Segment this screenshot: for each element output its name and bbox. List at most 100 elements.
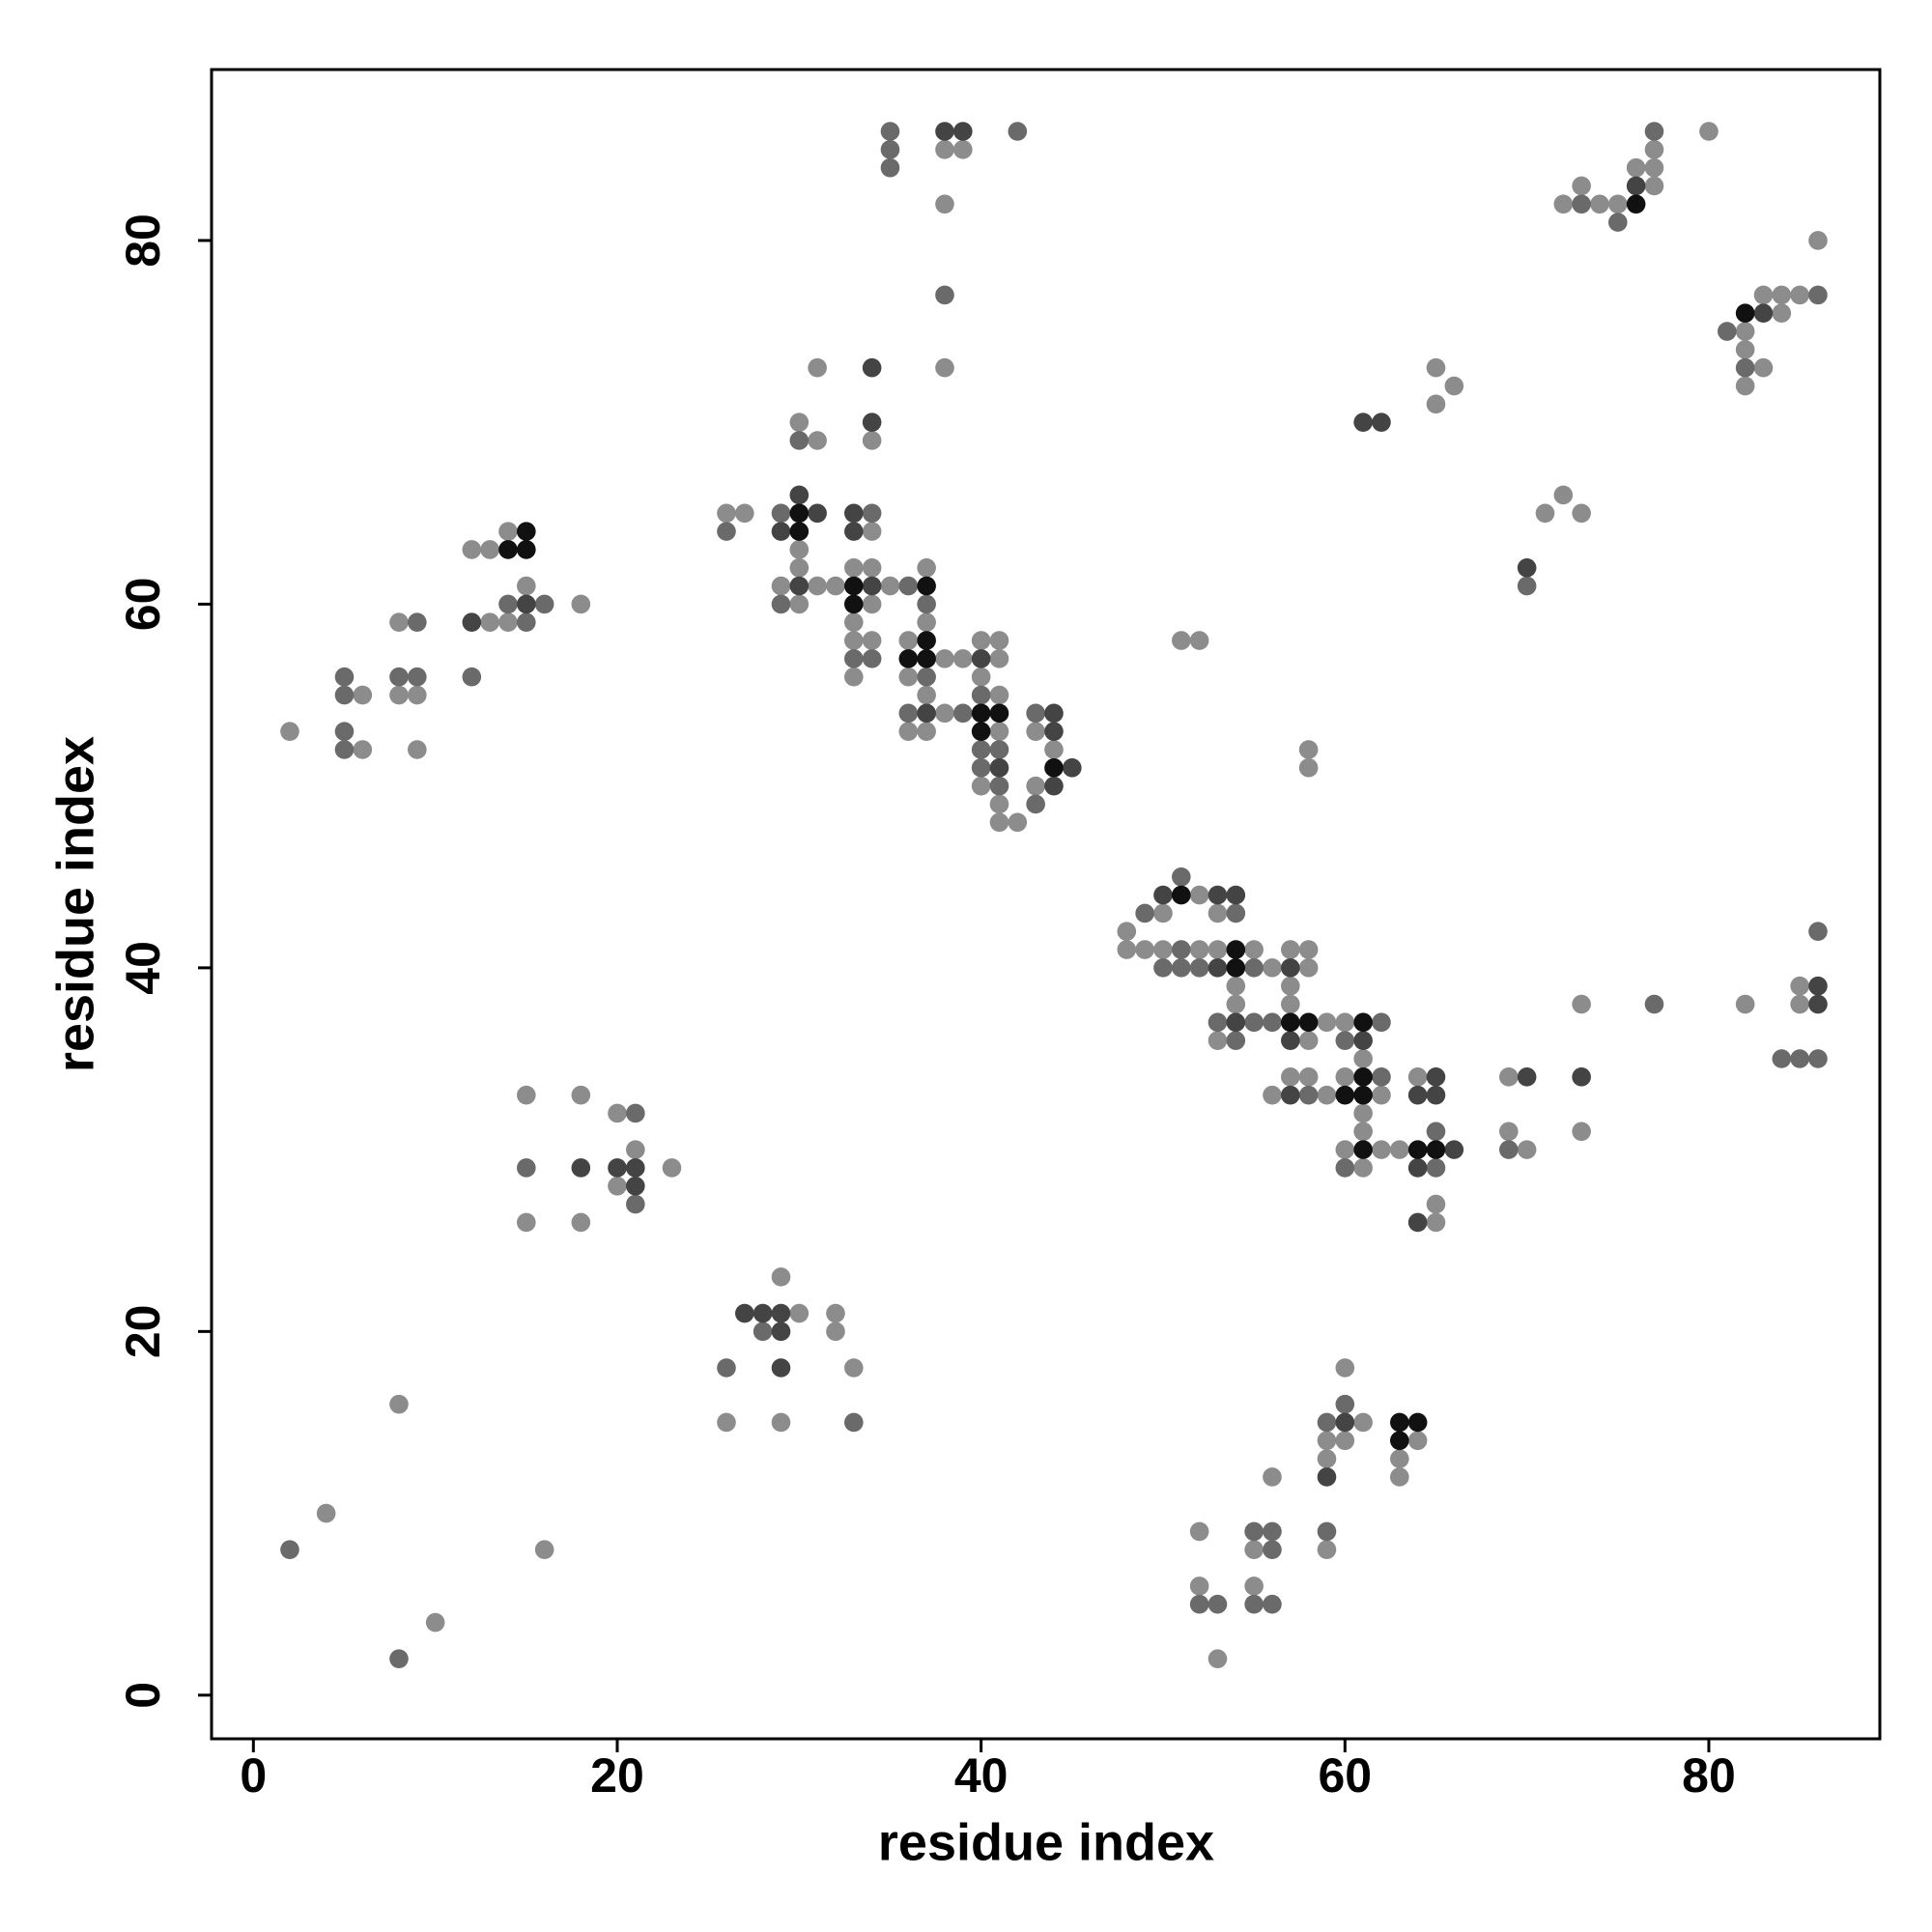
contact-point: [935, 357, 954, 378]
contact-point: [1335, 1067, 1355, 1087]
contact-point: [1335, 1085, 1355, 1105]
contact-point: [626, 1103, 645, 1123]
contact-point: [1263, 1467, 1282, 1487]
contact-point: [1335, 1031, 1355, 1050]
contact-point: [789, 412, 810, 432]
contact-point: [389, 685, 409, 705]
contact-point: [1626, 194, 1646, 214]
contact-point: [425, 1612, 445, 1633]
contact-point: [1263, 1594, 1282, 1614]
contact-point: [1808, 1049, 1828, 1068]
contact-point: [771, 503, 791, 524]
contact-point: [1735, 994, 1755, 1014]
contact-point: [898, 703, 919, 724]
contact-point: [844, 667, 864, 687]
contact-point: [1317, 1521, 1337, 1542]
x-tick-label: 80: [1682, 1748, 1736, 1803]
contact-point: [462, 667, 482, 687]
contact-point: [935, 285, 954, 305]
contact-point: [1026, 703, 1045, 724]
contact-point: [753, 1321, 773, 1342]
contact-point: [1353, 1012, 1373, 1033]
contact-point: [1335, 1412, 1355, 1433]
contact-point: [953, 649, 973, 668]
contact-point: [498, 594, 518, 614]
contact-point: [1390, 1449, 1409, 1468]
contact-point: [626, 1194, 645, 1214]
contact-point: [498, 540, 518, 559]
contact-point: [334, 722, 355, 741]
contact-point: [1153, 885, 1173, 905]
contact-point: [1263, 1085, 1282, 1105]
contact-point: [1298, 758, 1319, 778]
contact-point: [517, 594, 536, 614]
contact-point: [862, 631, 882, 650]
contact-point: [1644, 140, 1664, 159]
contact-point: [1353, 1412, 1373, 1433]
contact-point: [408, 612, 427, 633]
contact-point: [789, 540, 810, 559]
contact-point: [1444, 1140, 1464, 1159]
contact-point: [571, 1085, 591, 1105]
y-axis-label: residue index: [46, 736, 104, 1072]
contact-point: [844, 576, 864, 596]
contact-point: [971, 649, 991, 668]
contact-point: [1189, 958, 1209, 978]
contact-point: [844, 594, 864, 614]
contact-point: [789, 557, 810, 578]
contact-point: [571, 1212, 591, 1233]
contact-point: [1499, 1067, 1519, 1087]
contact-point: [1244, 1594, 1264, 1614]
contact-point: [1298, 958, 1319, 978]
contact-point: [917, 667, 936, 687]
contact-point: [935, 122, 954, 141]
contact-point: [989, 758, 1009, 778]
contact-point: [862, 576, 882, 596]
contact-point: [971, 685, 991, 705]
contact-point: [534, 1540, 554, 1560]
contact-point: [1553, 485, 1574, 505]
contact-point: [1790, 976, 1809, 996]
contact-point: [608, 1103, 627, 1123]
contact-point: [1572, 1067, 1591, 1087]
contact-point: [1626, 157, 1646, 178]
contact-point: [608, 1176, 627, 1196]
contact-point: [844, 522, 864, 541]
contact-point: [1189, 1577, 1209, 1596]
x-tick-label: 20: [590, 1748, 644, 1803]
contact-point: [1281, 940, 1300, 959]
contact-point: [1335, 1012, 1355, 1033]
contact-point: [808, 431, 827, 450]
contact-point: [844, 1412, 864, 1433]
contact-point: [1407, 1158, 1428, 1178]
contact-point: [844, 557, 864, 578]
y-tick-label: 20: [116, 1305, 170, 1359]
contact-point: [1063, 758, 1082, 778]
contact-point: [498, 612, 518, 633]
contact-point: [1244, 940, 1264, 959]
contact-point: [1281, 958, 1300, 978]
contact-point: [771, 576, 791, 596]
contact-point: [1172, 631, 1191, 650]
contact-point: [1008, 122, 1028, 141]
contact-point: [1608, 194, 1628, 214]
contact-point: [1390, 1412, 1409, 1433]
contact-point: [935, 703, 954, 724]
contact-point: [1753, 357, 1774, 378]
contact-point: [353, 740, 373, 759]
contact-point: [1808, 231, 1828, 250]
contact-point: [971, 703, 991, 724]
contact-point: [334, 667, 355, 687]
contact-point: [608, 1158, 627, 1178]
contact-point: [1026, 794, 1045, 814]
contact-point: [517, 576, 536, 596]
contact-point: [1572, 503, 1591, 524]
contact-point: [1189, 885, 1209, 905]
contact-point: [789, 485, 810, 505]
contact-point: [280, 722, 299, 741]
contact-point: [771, 1267, 791, 1287]
contact-point: [1335, 1158, 1355, 1178]
contact-point: [1808, 994, 1828, 1014]
contact-point: [880, 576, 900, 596]
contact-point: [862, 557, 882, 578]
